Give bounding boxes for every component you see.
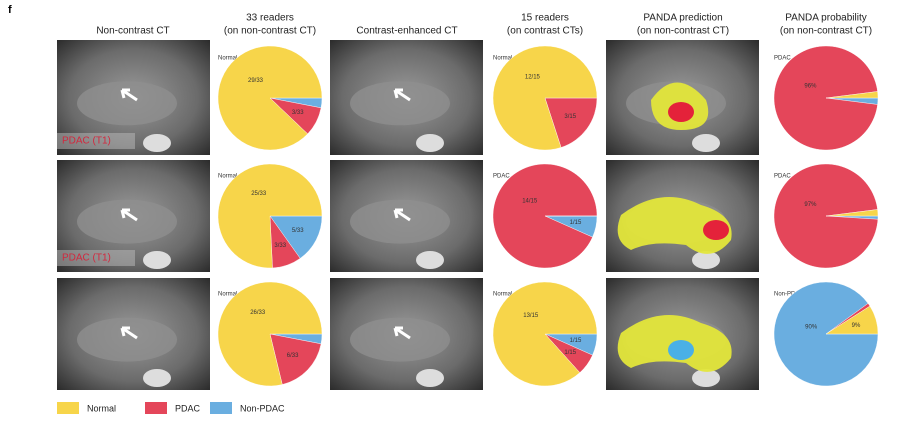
spine xyxy=(692,369,720,387)
pie-title: Normal xyxy=(493,292,512,298)
organ xyxy=(77,317,177,362)
value-label: 90% xyxy=(805,324,818,330)
value-label: 9% xyxy=(852,323,861,329)
pie-slice xyxy=(492,45,598,151)
spine xyxy=(692,134,720,152)
arrow xyxy=(120,326,138,340)
ct-image xyxy=(330,278,483,390)
pie-slice xyxy=(269,215,323,259)
legend-label: Non-PDAC xyxy=(240,403,285,413)
ct-image xyxy=(606,40,759,155)
column-header: PANDA probability xyxy=(785,13,867,24)
label-bg xyxy=(57,250,135,266)
value-label: 97% xyxy=(804,202,817,208)
label-bg xyxy=(57,133,135,149)
arrow xyxy=(120,208,138,222)
column-header: PANDA prediction xyxy=(643,13,722,24)
image-label: PDAC (T1) xyxy=(62,253,111,264)
value-label: 14/15 xyxy=(522,198,538,204)
spine xyxy=(416,134,444,152)
ct-image xyxy=(606,278,759,390)
value-label: 96% xyxy=(804,84,817,90)
pie-slice xyxy=(544,97,598,148)
value-label: 25/33 xyxy=(251,191,267,197)
legend-swatch xyxy=(210,402,232,414)
pie-slice xyxy=(825,91,879,99)
panel-label: f xyxy=(8,4,12,16)
ct-images xyxy=(57,40,759,390)
ct-image xyxy=(606,160,759,272)
value-label: 12/15 xyxy=(525,74,541,80)
column-header: Non-contrast CT xyxy=(96,26,169,37)
ct-image xyxy=(330,160,483,272)
organ xyxy=(350,317,450,362)
spine xyxy=(416,369,444,387)
pie-title: Non-PDAC xyxy=(774,292,804,298)
pie-slice xyxy=(825,305,879,335)
pie-title: Normal xyxy=(218,292,237,298)
legend-swatch xyxy=(57,402,79,414)
value-label: 6/33 xyxy=(287,353,299,359)
pie-slice xyxy=(773,45,878,151)
legend-label: PDAC xyxy=(175,403,201,413)
pie-slice xyxy=(217,45,323,151)
pie-title: Normal xyxy=(218,174,237,180)
column-header: (on non-contrast CT) xyxy=(780,26,872,37)
arrow xyxy=(393,326,411,340)
pie-slice xyxy=(217,163,323,269)
value-label: 1/15 xyxy=(570,220,582,226)
lesion xyxy=(703,220,729,240)
pie-title: PDAC xyxy=(774,174,791,180)
value-label: 26/33 xyxy=(250,310,266,316)
value-label: 3/33 xyxy=(292,110,304,116)
pie-slice xyxy=(217,281,323,387)
lesion xyxy=(668,102,694,122)
spine xyxy=(143,134,171,152)
spine xyxy=(143,369,171,387)
arrow xyxy=(393,208,411,222)
organ xyxy=(77,81,177,126)
spine xyxy=(416,251,444,269)
value-label: 1/15 xyxy=(564,350,576,356)
legend-swatch xyxy=(145,402,167,414)
arrow xyxy=(393,88,411,102)
value-label: 1/15 xyxy=(570,338,582,344)
value-label: 3/15 xyxy=(564,114,576,120)
ct-image xyxy=(57,278,210,390)
organ xyxy=(77,199,177,244)
spine xyxy=(143,251,171,269)
pie-title: PDAC xyxy=(774,56,791,62)
value-label: 13/15 xyxy=(523,313,539,319)
column-header: 33 readers xyxy=(246,13,294,24)
pie-slice xyxy=(825,209,879,217)
value-label: 3/33 xyxy=(274,243,286,249)
column-header: 15 readers xyxy=(521,13,569,24)
pie-title: Normal xyxy=(218,56,237,62)
pie-slice xyxy=(269,333,322,385)
pie-title: Normal xyxy=(493,56,512,62)
value-label: 5/33 xyxy=(292,228,304,234)
value-label: 29/33 xyxy=(248,78,264,84)
ct-image xyxy=(330,40,483,155)
arrow xyxy=(120,88,138,102)
pie-slice xyxy=(773,163,879,269)
spine xyxy=(692,251,720,269)
column-header: (on contrast CTs) xyxy=(507,26,583,37)
legend-label: Normal xyxy=(87,403,116,413)
organ xyxy=(350,81,450,126)
pie-title: PDAC xyxy=(493,174,510,180)
column-header: (on non-contrast CT) xyxy=(224,26,316,37)
lesion xyxy=(668,340,694,360)
segmentation xyxy=(617,197,732,254)
pie-slice xyxy=(492,281,598,387)
column-header: Contrast-enhanced CT xyxy=(356,26,457,37)
image-label: PDAC (T1) xyxy=(62,136,111,147)
organ xyxy=(350,199,450,244)
column-header: (on non-contrast CT) xyxy=(637,26,729,37)
